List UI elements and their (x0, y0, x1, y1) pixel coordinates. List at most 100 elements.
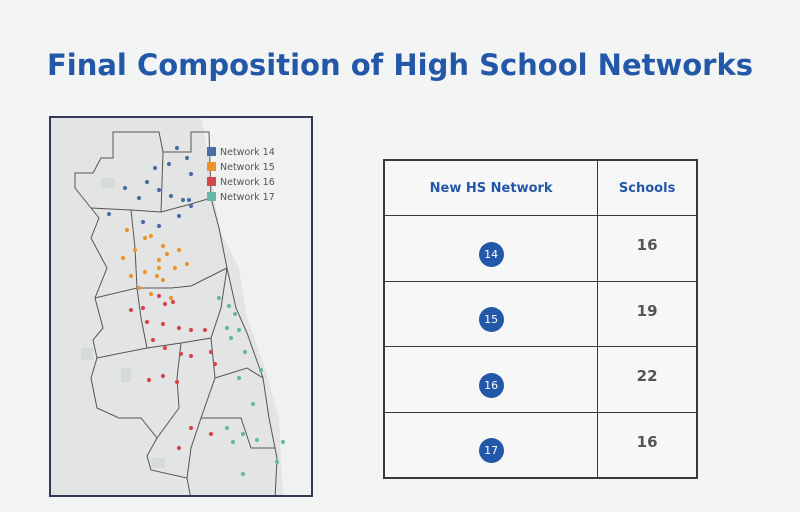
school-dot (140, 305, 146, 311)
table-row: 15 19 (383, 280, 697, 347)
school-dot (274, 459, 280, 465)
school-dot (280, 439, 286, 445)
school-dot (202, 327, 208, 333)
school-dot (250, 401, 256, 407)
school-dot (236, 327, 242, 333)
table-row: 16 22 (383, 346, 697, 413)
school-dot (232, 311, 238, 317)
school-dot (176, 325, 182, 331)
school-dots (106, 145, 286, 477)
school-dot (122, 185, 128, 191)
school-dot (156, 257, 162, 263)
school-dot (142, 235, 148, 241)
network-badge: 15 (478, 307, 504, 333)
school-dot (188, 171, 194, 177)
school-dot (258, 367, 264, 373)
school-dot (162, 301, 168, 307)
school-dot (170, 299, 176, 305)
school-dot (208, 431, 214, 437)
school-dot (156, 187, 162, 193)
school-dot (188, 425, 194, 431)
school-dot (208, 349, 214, 355)
header-network: New HS Network (383, 160, 599, 216)
legend-swatch-16 (207, 177, 216, 186)
school-count: 16 (636, 432, 658, 451)
network-badge: 16 (478, 372, 504, 398)
school-dot (106, 211, 112, 217)
page-title: Final Composition of High School Network… (46, 48, 754, 82)
table-row: 14 16 (383, 215, 697, 282)
school-dot (148, 291, 154, 297)
school-dot (144, 319, 150, 325)
map-legend: Network 14 Network 15 Network 16 Network… (207, 147, 275, 203)
school-dot (160, 321, 166, 327)
school-dot (228, 335, 234, 341)
school-dot (172, 265, 178, 271)
school-dot (150, 337, 156, 343)
legend-label-16: Network 16 (220, 177, 275, 188)
school-dot (184, 261, 190, 267)
school-dot (186, 197, 192, 203)
legend-swatch-17 (207, 192, 216, 201)
school-dot (168, 295, 174, 301)
network-badge: 14 (478, 241, 504, 267)
school-dot (152, 165, 158, 171)
header-schools: Schools (597, 160, 697, 216)
network-badge: 17 (478, 438, 504, 464)
school-count: 19 (636, 301, 658, 320)
legend-label-14: Network 14 (220, 147, 275, 158)
school-dot (160, 373, 166, 379)
school-dot (174, 379, 180, 385)
school-dot (140, 219, 146, 225)
school-dot (212, 361, 218, 367)
map-svg: Network 14 Network 15 Network 16 Network… (51, 118, 311, 495)
school-dot (178, 351, 184, 357)
legend-swatch-15 (207, 162, 216, 171)
school-dot (236, 375, 242, 381)
school-dot (162, 345, 168, 351)
school-dot (188, 327, 194, 333)
school-dot (136, 195, 142, 201)
school-dot (176, 445, 182, 451)
school-dot (240, 471, 246, 477)
school-dot (120, 255, 126, 261)
school-dot (136, 285, 142, 291)
school-dot (146, 377, 152, 383)
school-dot (174, 145, 180, 151)
school-count: 16 (636, 236, 658, 255)
school-dot (124, 227, 130, 233)
school-dot (154, 273, 160, 279)
school-dot (226, 303, 232, 309)
school-dot (160, 243, 166, 249)
legend-label-17: Network 17 (220, 192, 275, 203)
school-dot (168, 193, 174, 199)
school-dot (142, 269, 148, 275)
city-outline (74, 131, 278, 495)
school-dot (132, 247, 138, 253)
lake-area (201, 118, 311, 495)
school-dot (184, 155, 190, 161)
school-dot (224, 325, 230, 331)
school-dot (176, 247, 182, 253)
school-dot (216, 295, 222, 301)
school-dot (188, 203, 194, 209)
table-row: 17 16 (383, 411, 697, 478)
school-dot (156, 293, 162, 299)
school-dot (166, 161, 172, 167)
school-dot (156, 265, 162, 271)
school-dot (128, 307, 134, 313)
legend-swatch-14 (207, 147, 216, 156)
network-map: Network 14 Network 15 Network 16 Network… (49, 116, 313, 497)
school-dot (156, 223, 162, 229)
school-dot (176, 213, 182, 219)
school-dot (144, 179, 150, 185)
school-dot (180, 197, 186, 203)
school-dot (242, 349, 248, 355)
school-dot (148, 233, 154, 239)
school-dot (254, 437, 260, 443)
school-count: 22 (636, 367, 658, 386)
legend-label-15: Network 15 (220, 162, 275, 173)
school-dot (188, 353, 194, 359)
school-dot (164, 251, 170, 257)
school-dot (240, 431, 246, 437)
